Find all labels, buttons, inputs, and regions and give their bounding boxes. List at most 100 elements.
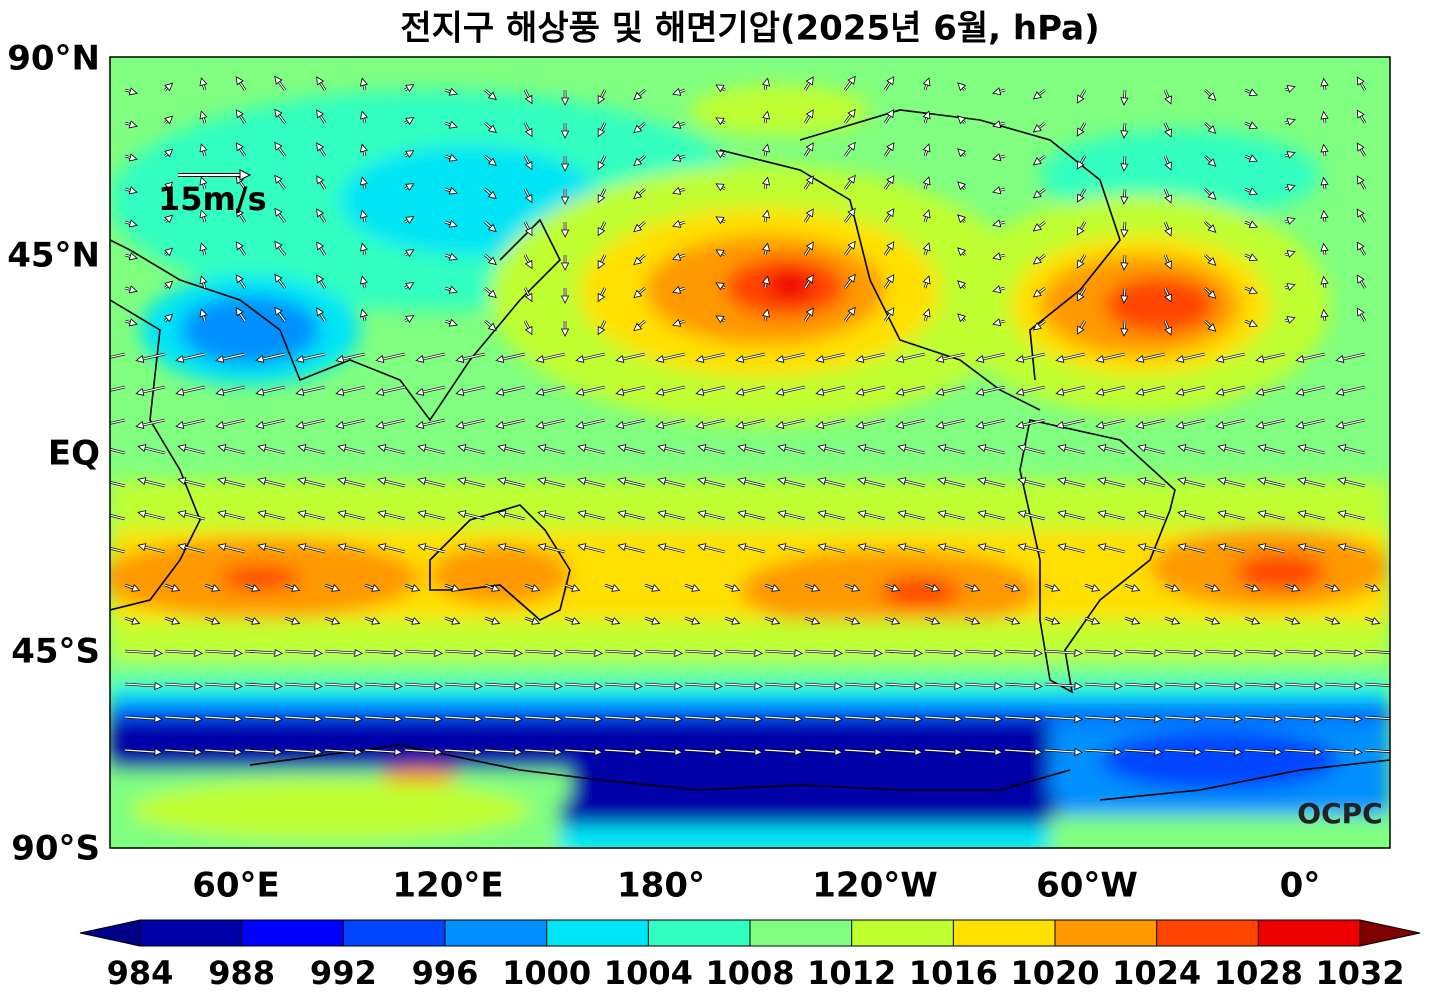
wind-arrow-shaft <box>344 447 366 454</box>
wind-arrow-shaft <box>644 683 676 687</box>
wind-arrow-head <box>575 420 585 429</box>
wind-arrow-head <box>1032 124 1042 133</box>
wind-arrow-head <box>354 648 363 658</box>
wind-arrow-shaft <box>124 89 131 93</box>
wind-arrow-head <box>957 115 966 125</box>
wind-arrow-head <box>257 510 267 519</box>
wind-arrow-head <box>977 444 987 453</box>
wind-arrow-head <box>535 387 545 396</box>
wind-arrow-shaft <box>462 353 486 360</box>
wind-arrow-shaft <box>204 716 236 720</box>
wind-arrow-head <box>255 354 265 363</box>
wind-arrow-shaft <box>684 617 694 622</box>
wind-arrow-head <box>1097 477 1107 486</box>
wind-arrow-head <box>1095 420 1105 429</box>
wind-arrow-head <box>715 150 725 159</box>
wind-arrow-shaft <box>484 749 516 753</box>
wind-arrow-head <box>1177 543 1187 552</box>
wind-arrow-head <box>771 616 781 625</box>
wind-arrow-shaft <box>1164 749 1196 753</box>
wind-arrow-head <box>316 142 325 152</box>
wind-arrow-head <box>633 124 643 134</box>
wind-arrow-shaft <box>1102 353 1126 360</box>
wind-arrow-shaft <box>1344 447 1366 454</box>
wind-arrow-head <box>274 681 283 691</box>
wind-arrow-head <box>1211 616 1221 625</box>
wind-arrow-head <box>1137 510 1147 519</box>
wind-arrow-shaft <box>824 546 846 553</box>
wind-arrow-head <box>886 175 895 185</box>
wind-arrow-shaft <box>484 617 494 622</box>
wind-arrow-shaft <box>764 250 767 256</box>
wind-arrow-head <box>235 76 244 86</box>
wind-arrow-head <box>497 444 507 453</box>
wind-arrow-shaft <box>582 419 606 426</box>
wind-arrow-shaft <box>1244 320 1251 324</box>
wind-arrow-head <box>857 543 867 552</box>
colorbar-segment <box>445 920 547 946</box>
wind-arrow-head <box>771 583 781 592</box>
wind-arrow-shaft <box>363 282 366 289</box>
wind-arrow-head <box>922 209 931 219</box>
wind-arrow-head <box>1395 716 1402 723</box>
wind-arrow-shaft <box>1144 513 1166 520</box>
wind-arrow-head <box>337 444 347 453</box>
wind-arrow-head <box>992 153 1002 162</box>
wind-arrow-shaft <box>782 386 806 393</box>
wind-arrow-shaft <box>164 252 168 256</box>
wind-arrow-shaft <box>302 419 326 426</box>
wind-arrow-head <box>1154 648 1163 658</box>
wind-arrow-shaft <box>822 353 846 360</box>
wind-arrow-shaft <box>721 87 726 91</box>
wind-arrow-shaft <box>404 584 414 589</box>
wind-arrow-shaft <box>124 749 156 753</box>
wind-arrow-head <box>560 97 570 106</box>
wind-arrow-shaft <box>1104 447 1126 454</box>
wind-arrow-shaft <box>524 155 530 164</box>
wind-arrow-head <box>815 420 825 429</box>
wind-arrow-shaft <box>1204 584 1214 589</box>
wind-arrow-head <box>531 616 541 625</box>
wind-arrow-head <box>937 543 947 552</box>
wind-arrow-shaft <box>484 287 492 294</box>
wind-arrow-head <box>1320 209 1329 219</box>
wind-arrow-shaft <box>804 584 814 589</box>
wind-arrow-head <box>131 616 141 625</box>
wind-arrow-head <box>761 242 771 252</box>
wind-arrow-shaft <box>742 386 766 393</box>
wind-arrow-shaft <box>1044 584 1054 589</box>
wind-arrow-head <box>371 616 381 625</box>
wind-arrow-head <box>335 354 345 363</box>
wind-arrow-shaft <box>424 447 446 454</box>
wind-arrow-head <box>691 616 701 625</box>
wind-arrow-shaft <box>110 547 126 553</box>
wind-arrow-head <box>1335 420 1345 429</box>
wind-arrow-shaft <box>724 584 734 589</box>
wind-arrow-shaft <box>844 683 876 687</box>
wind-arrow-shaft <box>164 716 196 720</box>
wind-arrow-shaft <box>584 546 606 553</box>
wind-arrow-head <box>177 543 187 552</box>
wind-arrow-shaft <box>664 447 686 454</box>
wind-arrow-head <box>235 274 244 284</box>
wind-arrow-head <box>164 280 174 290</box>
wind-arrow-shaft <box>1144 480 1166 487</box>
wind-arrow-head <box>514 681 523 691</box>
wind-arrow-shaft <box>224 480 246 487</box>
wind-arrow-head <box>497 543 507 552</box>
wind-arrow-shaft <box>110 419 126 425</box>
wind-arrow-head <box>633 223 643 233</box>
wind-arrow-head <box>1164 95 1172 105</box>
wind-arrow-head <box>394 648 403 658</box>
wind-arrow-head <box>291 616 301 625</box>
wind-arrow-shaft <box>144 447 166 454</box>
wind-arrow-head <box>1175 354 1185 363</box>
wind-arrow-head <box>914 681 923 691</box>
wind-arrow-shaft <box>424 513 446 520</box>
wind-arrow-shaft <box>524 650 556 654</box>
wind-arrow-head <box>316 175 325 185</box>
wind-arrow-head <box>817 510 827 519</box>
wind-arrow-shaft <box>884 181 891 190</box>
wind-arrow-shaft <box>363 84 366 91</box>
wind-arrow-head <box>337 477 347 486</box>
